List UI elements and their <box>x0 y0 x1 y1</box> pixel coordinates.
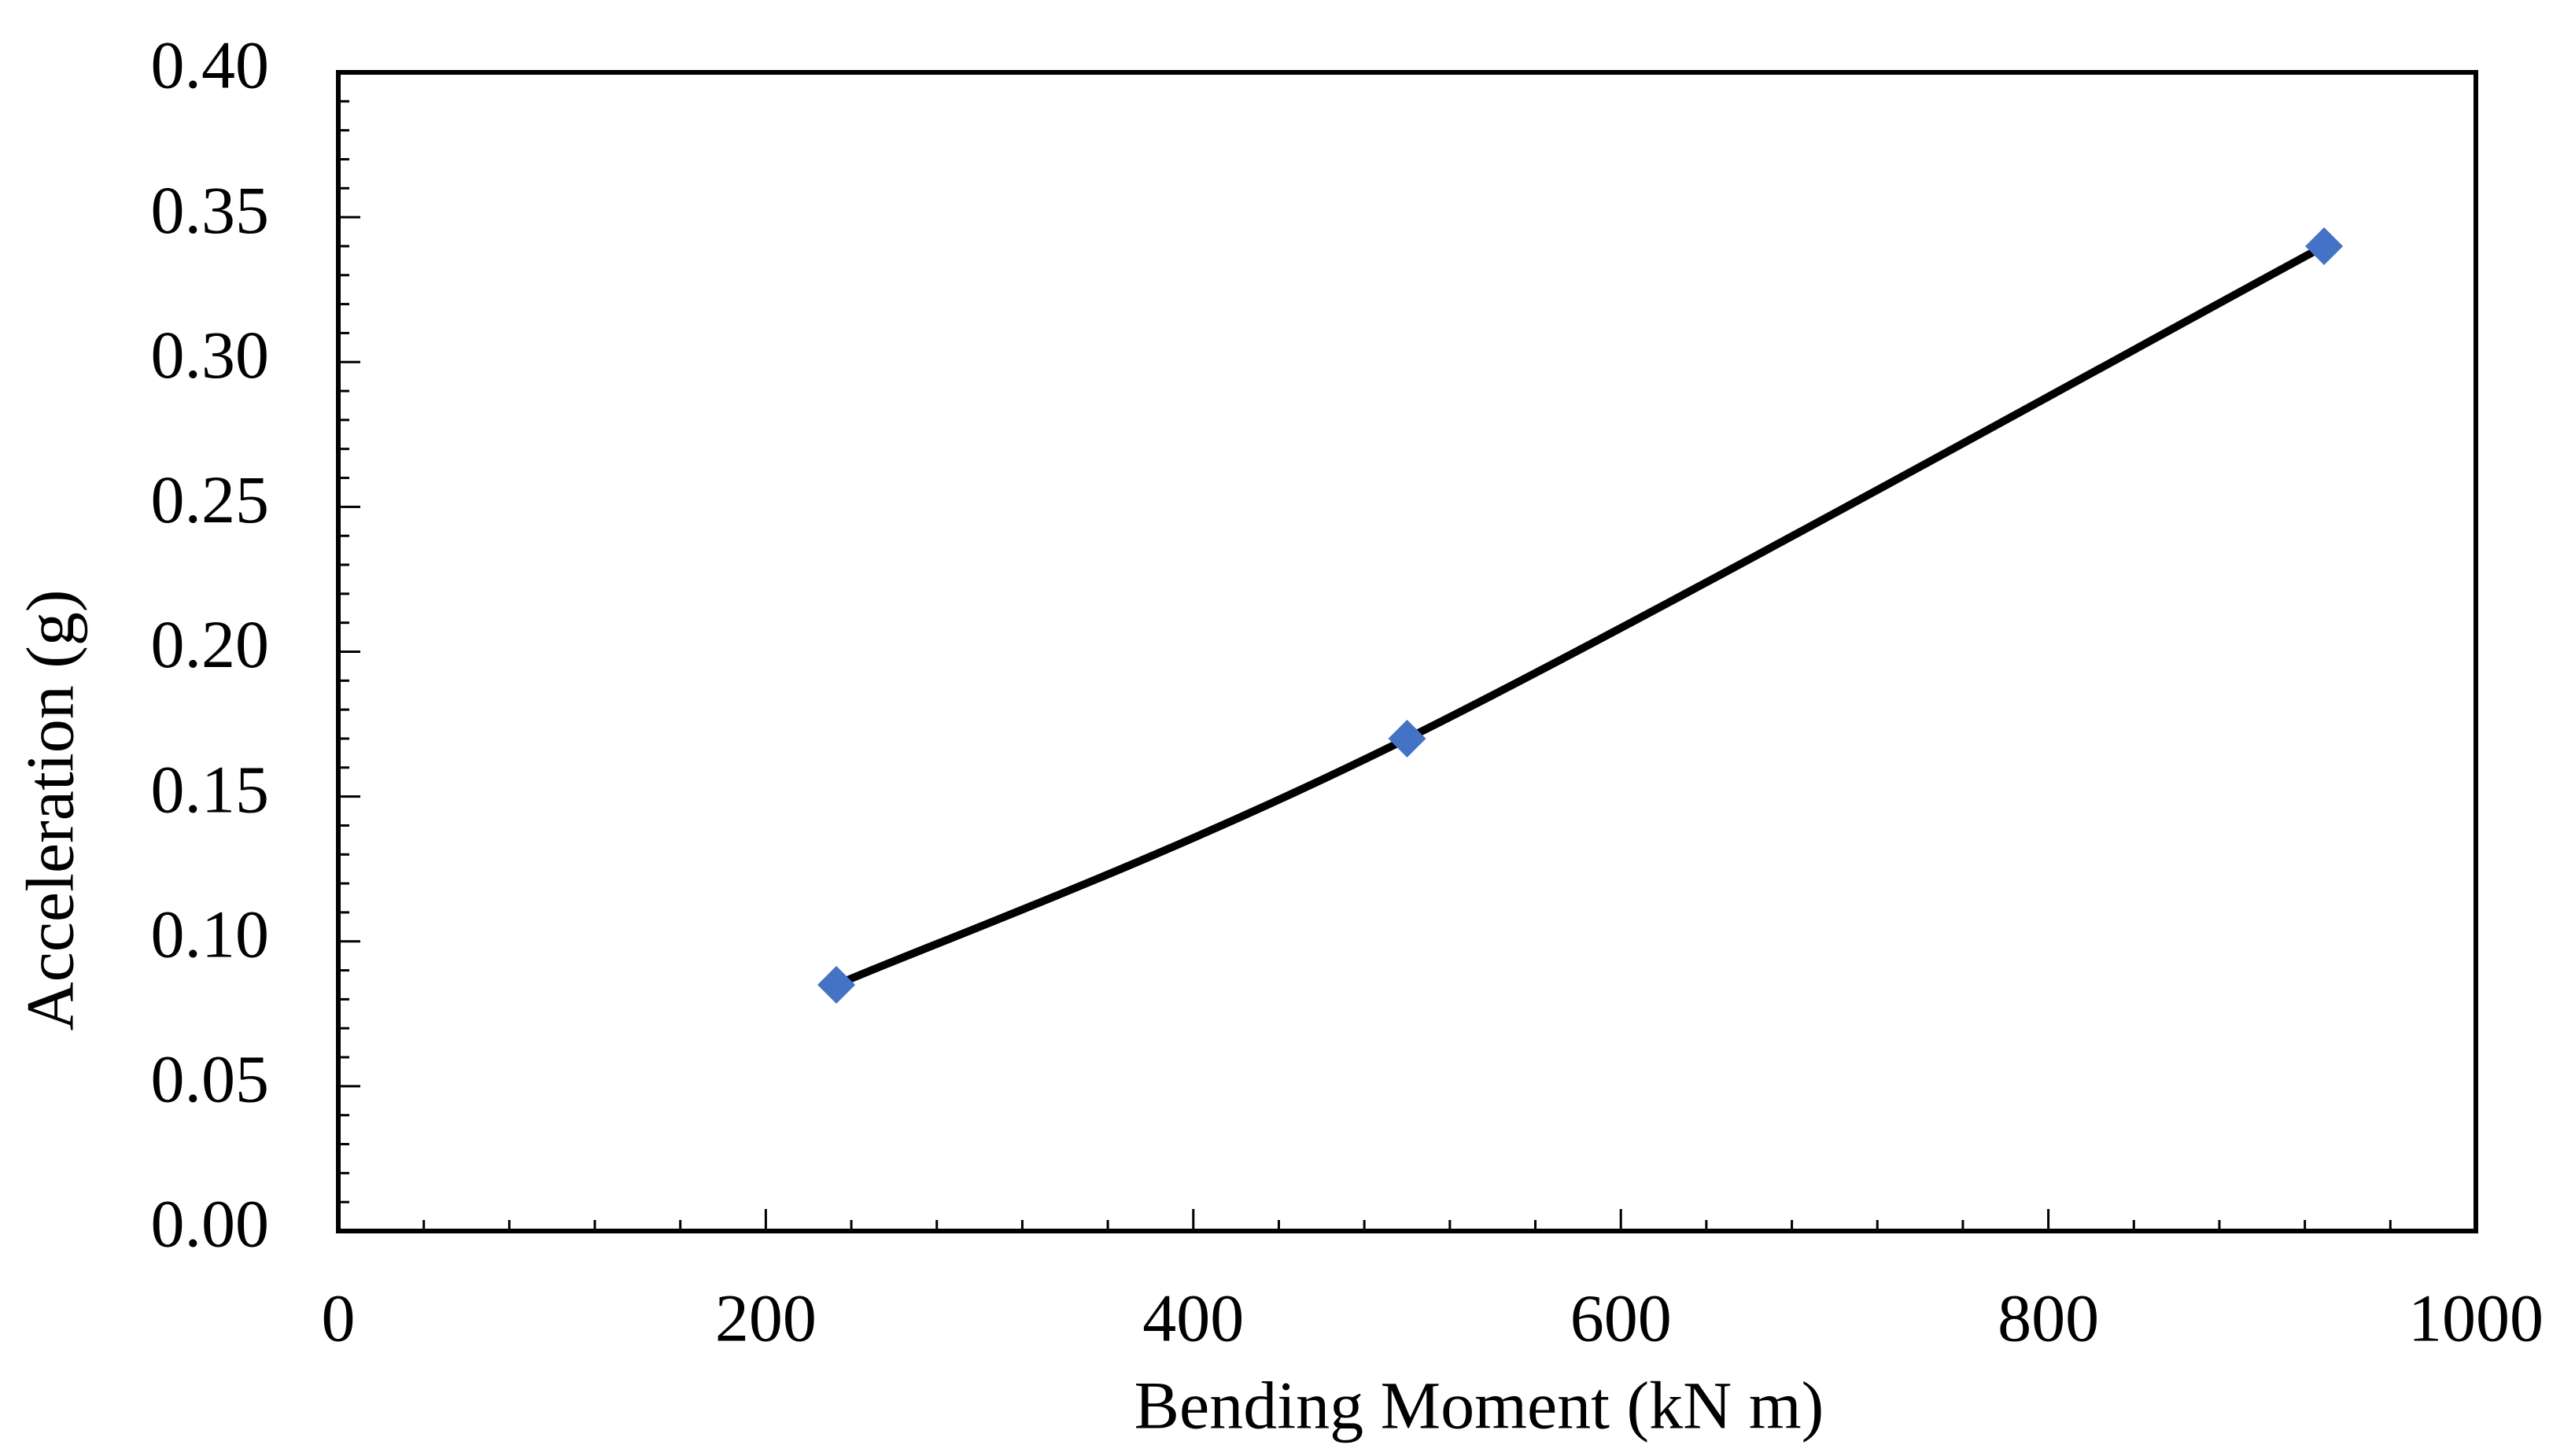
x-tick-label: 0 <box>322 1281 356 1356</box>
marker <box>817 965 856 1004</box>
y-tick-label: 0.00 <box>151 1186 270 1262</box>
marker <box>1388 719 1426 757</box>
y-tick-label: 0.40 <box>151 28 270 103</box>
y-tick-label: 0.05 <box>151 1041 270 1117</box>
x-tick-label: 600 <box>1570 1281 1672 1356</box>
x-axis-title: Bending Moment (kN m) <box>1134 1368 1824 1443</box>
y-tick-label: 0.20 <box>151 606 270 682</box>
plot-frame <box>336 70 2478 1233</box>
y-tick-label: 0.35 <box>151 172 270 248</box>
y-tick-label: 0.10 <box>151 896 270 971</box>
y-axis-title: Acceleration (g) <box>13 589 88 1030</box>
x-tick-label: 1000 <box>2408 1281 2544 1356</box>
x-tick-label: 800 <box>1998 1281 2099 1356</box>
marker <box>2305 227 2344 265</box>
y-tick-label: 0.15 <box>151 751 270 827</box>
y-tick-label: 0.25 <box>151 462 270 537</box>
series-line <box>835 242 2326 989</box>
x-tick-label: 400 <box>1142 1281 1244 1356</box>
y-tick-label: 0.30 <box>151 317 270 393</box>
x-tick-label: 200 <box>715 1281 817 1356</box>
